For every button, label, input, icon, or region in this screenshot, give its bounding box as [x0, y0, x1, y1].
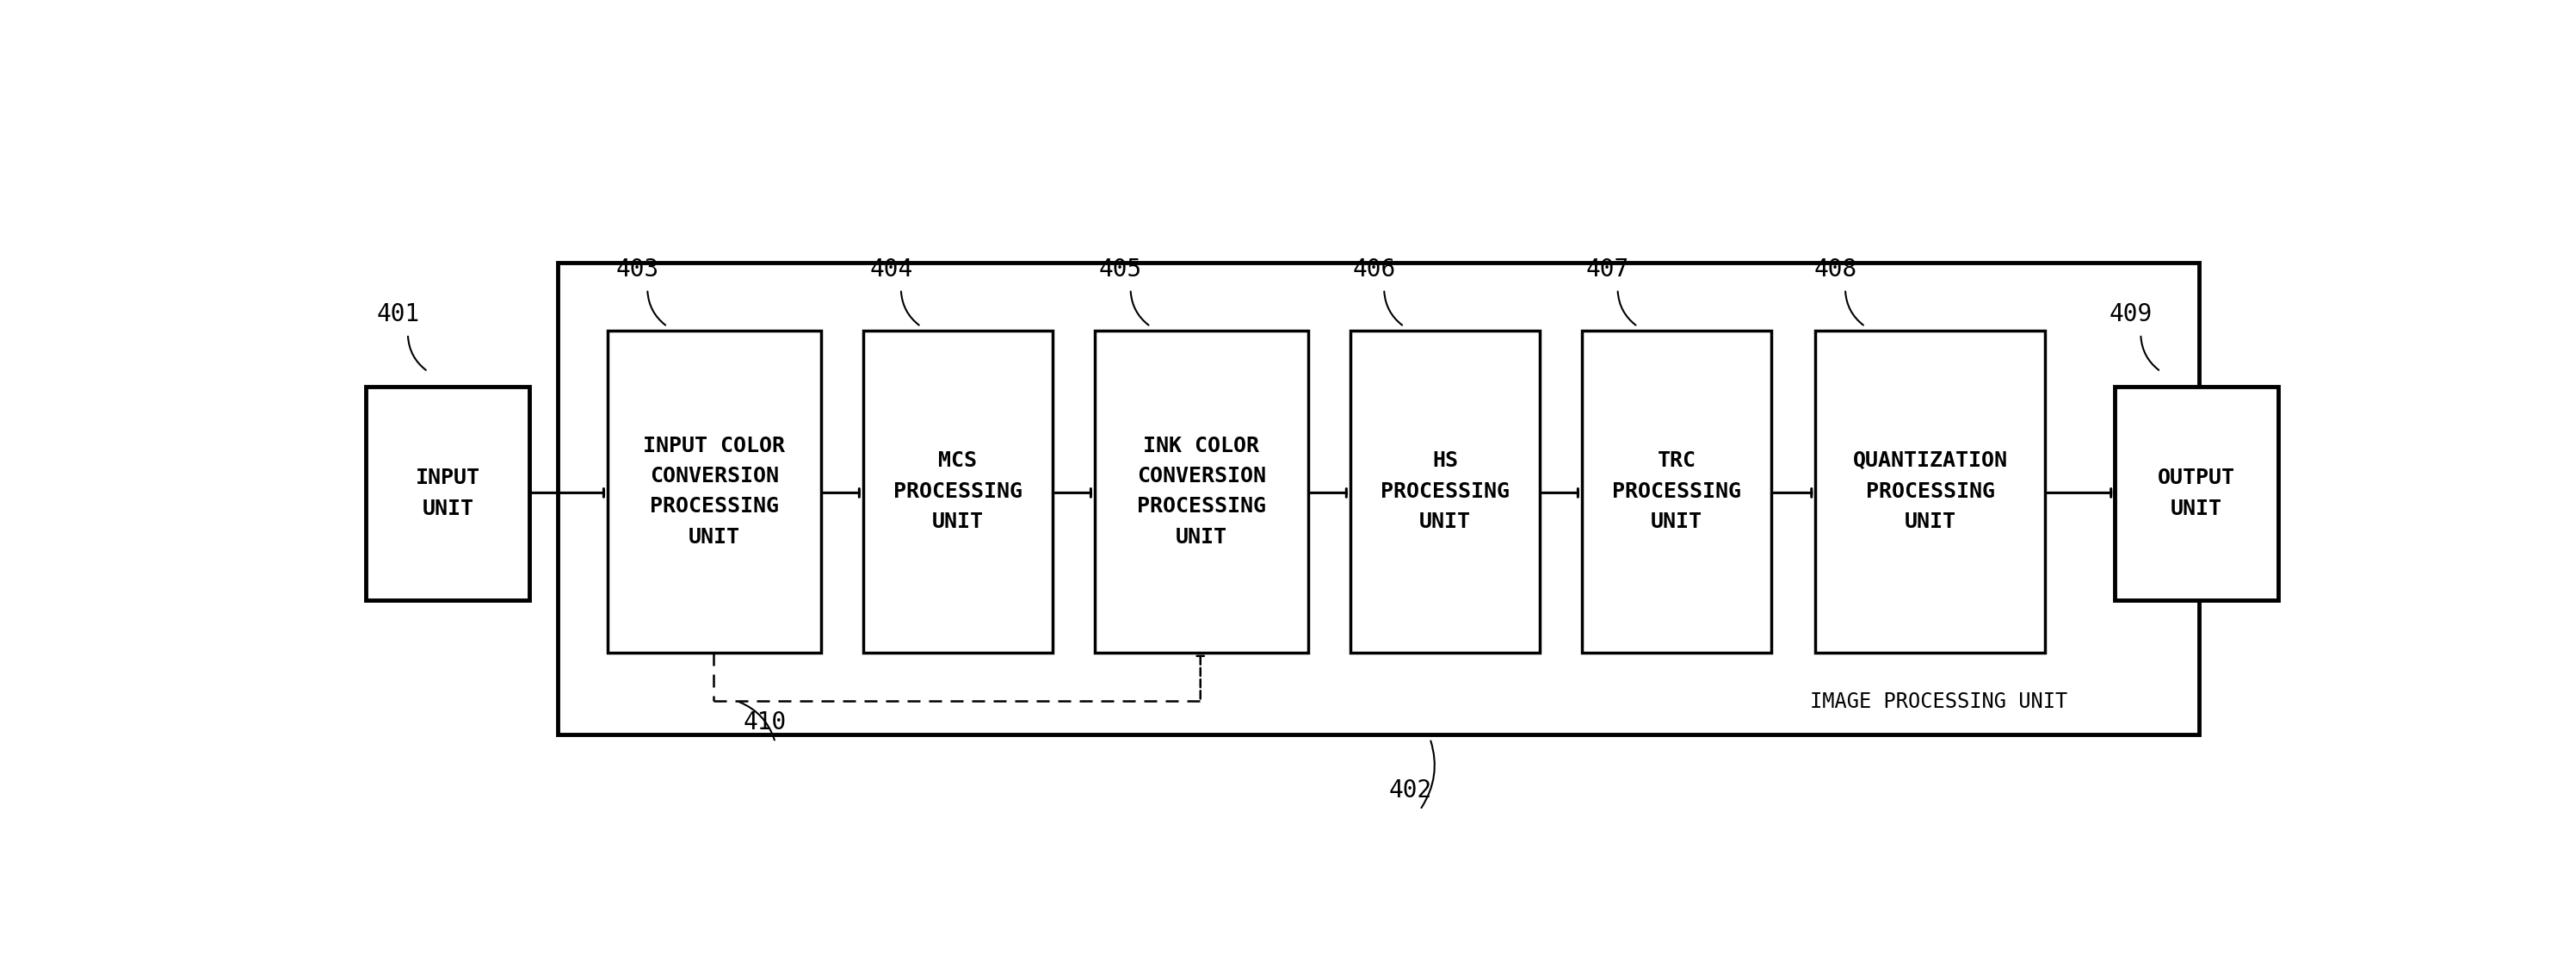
Text: 405: 405: [1100, 258, 1141, 281]
Text: 408: 408: [1814, 258, 1857, 281]
Text: 401: 401: [376, 303, 420, 327]
Bar: [556, 263, 2197, 735]
Text: TRC
PROCESSING
UNIT: TRC PROCESSING UNIT: [1613, 450, 1741, 532]
Bar: [1095, 330, 1309, 653]
Text: 410: 410: [744, 710, 786, 735]
Bar: [1582, 330, 1772, 653]
Text: MCS
PROCESSING
UNIT: MCS PROCESSING UNIT: [894, 450, 1023, 532]
Text: 406: 406: [1352, 258, 1396, 281]
Bar: [366, 386, 531, 600]
Text: 402: 402: [1388, 778, 1432, 803]
Text: INPUT COLOR
CONVERSION
PROCESSING
UNIT: INPUT COLOR CONVERSION PROCESSING UNIT: [644, 435, 786, 548]
Bar: [608, 330, 822, 653]
Text: INK COLOR
CONVERSION
PROCESSING
UNIT: INK COLOR CONVERSION PROCESSING UNIT: [1136, 435, 1265, 548]
Text: OUTPUT
UNIT: OUTPUT UNIT: [2159, 468, 2236, 519]
Bar: [1350, 330, 1540, 653]
Text: INPUT
UNIT: INPUT UNIT: [415, 468, 479, 519]
Text: 403: 403: [616, 258, 659, 281]
Text: HS
PROCESSING
UNIT: HS PROCESSING UNIT: [1381, 450, 1510, 532]
Bar: [863, 330, 1054, 653]
Text: 404: 404: [868, 258, 912, 281]
Bar: [1816, 330, 2045, 653]
Text: IMAGE PROCESSING UNIT: IMAGE PROCESSING UNIT: [1811, 692, 2069, 712]
Text: QUANTIZATION
PROCESSING
UNIT: QUANTIZATION PROCESSING UNIT: [1852, 450, 2007, 532]
Text: 409: 409: [2110, 303, 2154, 327]
Text: 407: 407: [1587, 258, 1628, 281]
Bar: [2115, 386, 2280, 600]
